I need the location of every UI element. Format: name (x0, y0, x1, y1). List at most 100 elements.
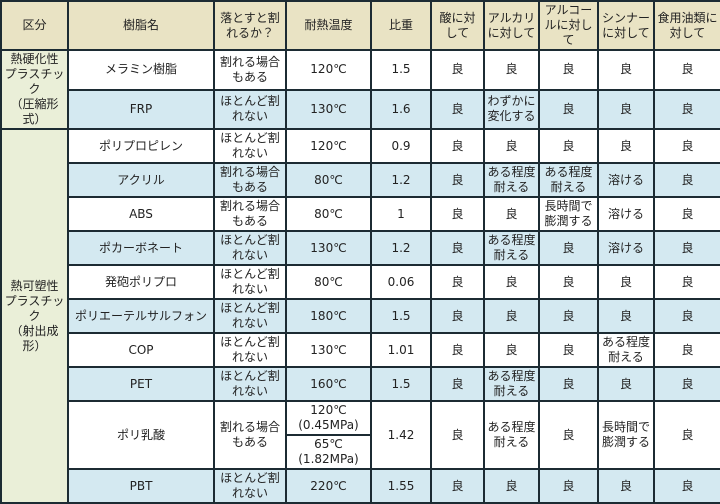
alcohol-cell: ある程度耐える (538, 162, 599, 198)
alcohol-cell: 良 (538, 264, 599, 300)
gravity-cell: 1.5 (370, 298, 432, 334)
drop-cell: ほとんど割れない (213, 230, 287, 266)
oil-cell: 良 (653, 366, 720, 402)
drop-cell: ほとんど割れない (213, 88, 287, 130)
alcohol-cell: 良 (538, 332, 599, 368)
thinner-cell: ある程度耐える (597, 332, 655, 368)
gravity-cell: 1.5 (370, 49, 432, 91)
gravity-cell: 0.06 (370, 264, 432, 300)
alkali-cell: 良 (483, 468, 540, 504)
alkali-cell: ある程度耐える (483, 162, 540, 198)
alkali-cell: ある程度耐える (483, 366, 540, 402)
thinner-cell: 溶ける (597, 230, 655, 266)
table-row: ポカーボネート ほとんど割れない 130℃ 1.2 良 ある程度耐える 良 溶け… (1, 230, 720, 266)
resin-name-cell: ポリエーテルサルフォン (67, 298, 215, 334)
table-row: 熱硬化性 プラスチック （圧縮形式） メラミン樹脂 割れる場合もある 120℃ … (0, 49, 720, 130)
alcohol-cell: 良 (538, 366, 599, 402)
header-heat-resistance: 耐熱温度 (285, 0, 372, 51)
resin-name-cell: PBT (67, 468, 215, 504)
thinner-cell: 長時間で膨潤する (597, 400, 655, 470)
acid-cell: 良 (430, 162, 485, 198)
thinner-cell: 良 (597, 128, 655, 164)
header-alkali: アルカリに対して (483, 0, 540, 51)
acid-cell: 良 (430, 88, 485, 130)
table-row: アクリル 割れる場合もある 80℃ 1.2 良 ある程度耐える ある程度耐える … (1, 162, 720, 198)
category-thermoset: 熱硬化性 プラスチック （圧縮形式） (0, 49, 69, 130)
resin-name-cell: ポカーボネート (67, 230, 215, 266)
alkali-cell: 良 (483, 332, 540, 368)
alkali-cell: ある程度耐える (483, 230, 540, 266)
alkali-cell: ある程度耐える (483, 400, 540, 470)
table-row: PBT ほとんど割れない 220℃ 1.55 良 良 良 良 良 (1, 468, 720, 504)
resin-name-cell: ポリプロピレン (67, 128, 215, 164)
header-category: 区分 (0, 0, 69, 51)
acid-cell: 良 (430, 298, 485, 334)
thinner-cell: 良 (597, 468, 655, 504)
oil-cell: 良 (653, 162, 720, 198)
header-drop-breakage: 落とすと割れるか？ (213, 0, 287, 51)
alcohol-cell: 良 (538, 49, 599, 91)
drop-cell: ほとんど割れない (213, 298, 287, 334)
thinner-cell: 良 (597, 298, 655, 334)
gravity-cell: 1.2 (370, 230, 432, 266)
oil-cell: 良 (653, 128, 720, 164)
header-alcohol: アルコールに対して (538, 0, 599, 51)
acid-cell: 良 (430, 400, 485, 470)
gravity-cell: 0.9 (370, 128, 432, 164)
acid-cell: 良 (430, 366, 485, 402)
thinner-cell: 良 (597, 88, 655, 130)
heat-cell: 130℃ (285, 88, 372, 130)
alkali-cell: 良 (483, 264, 540, 300)
gravity-cell: 1.42 (370, 400, 432, 470)
resin-name-cell: ABS (67, 196, 215, 232)
oil-cell: 良 (653, 400, 720, 470)
drop-cell: 割れる場合もある (213, 400, 287, 470)
alcohol-cell: 良 (538, 400, 599, 470)
heat-cell: 80℃ (285, 264, 372, 300)
thinner-cell: 良 (597, 49, 655, 91)
oil-cell: 良 (653, 468, 720, 504)
alcohol-cell: 良 (538, 468, 599, 504)
heat-cell: 160℃ (285, 366, 372, 402)
thinner-cell: 溶ける (597, 196, 655, 232)
drop-cell: 割れる場合もある (213, 162, 287, 198)
category-thermoplastic: 熱可塑性 プラスチック （射出成形） (0, 128, 69, 504)
table-row: 発砲ポリプロ ほとんど割れない 80℃ 0.06 良 良 良 良 良 (1, 264, 720, 300)
gravity-cell: 1.2 (370, 162, 432, 198)
header-acid: 酸に対して (430, 0, 485, 51)
acid-cell: 良 (430, 196, 485, 232)
resin-name-cell: FRP (67, 88, 215, 130)
table-row: ABS 割れる場合もある 80℃ 1 良 良 長時間で膨潤する 溶ける 良 (1, 196, 720, 232)
acid-cell: 良 (430, 230, 485, 266)
heat-cell-upper: 120℃ (0.45MPa) (285, 400, 372, 436)
table-row: ポリ乳酸 割れる場合もある 120℃ (0.45MPa) 1.42 良 ある程度… (1, 400, 720, 470)
resin-name-cell: COP (67, 332, 215, 368)
resin-name-cell: PET (67, 366, 215, 402)
header-row: 区分 樹脂名 落とすと割れるか？ 耐熱温度 比重 酸に対して アルカリに対して … (0, 0, 720, 51)
alcohol-cell: 長時間で膨潤する (538, 196, 599, 232)
oil-cell: 良 (653, 230, 720, 266)
gravity-cell: 1 (370, 196, 432, 232)
acid-cell: 良 (430, 128, 485, 164)
header-thinner: シンナーに対して (597, 0, 655, 51)
oil-cell: 良 (653, 332, 720, 368)
heat-cell: 80℃ (285, 162, 372, 198)
drop-cell: ほとんど割れない (213, 332, 287, 368)
gravity-cell: 1.55 (370, 468, 432, 504)
alkali-cell: 良 (483, 196, 540, 232)
alkali-cell: わずかに変化する (483, 88, 540, 130)
header-resin-name: 樹脂名 (67, 0, 215, 51)
oil-cell: 良 (653, 196, 720, 232)
oil-cell: 良 (653, 49, 720, 91)
alcohol-cell: 良 (538, 298, 599, 334)
drop-cell: 割れる場合もある (213, 196, 287, 232)
heat-cell: 180℃ (285, 298, 372, 334)
table-row: COP ほとんど割れない 130℃ 1.01 良 良 良 ある程度耐える 良 (1, 332, 720, 368)
resin-name-cell: 発砲ポリプロ (67, 264, 215, 300)
alcohol-cell: 良 (538, 128, 599, 164)
heat-cell: 120℃ (285, 128, 372, 164)
alcohol-cell: 良 (538, 88, 599, 130)
oil-cell: 良 (653, 88, 720, 130)
drop-cell: ほとんど割れない (213, 468, 287, 504)
